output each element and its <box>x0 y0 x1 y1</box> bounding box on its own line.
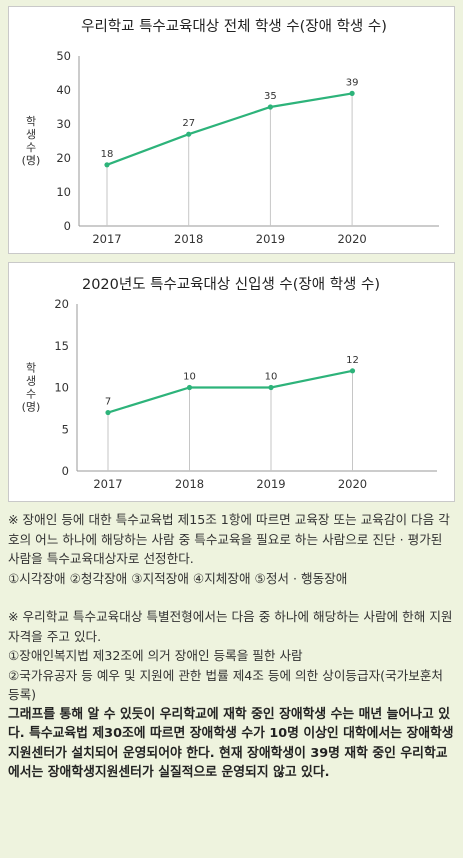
data-point <box>268 384 274 391</box>
y-tick-label: 40 <box>56 83 71 97</box>
x-tick-label: 2017 <box>92 232 121 246</box>
data-point <box>186 131 192 137</box>
y-tick-label: 10 <box>56 185 71 199</box>
note-special-education-law: ※ 장애인 등에 대한 특수교육법 제15조 1항에 따르면 교육장 또는 교육… <box>8 512 450 566</box>
y-tick-label: 50 <box>56 49 71 63</box>
chart-panel-new-students: 2020년도 특수교육대상 신입생 수(장애 학생 수) 0 5 10 15 20 2017… <box>8 262 455 502</box>
chart-title: 우리학교 특수교육대상 전체 학생 수(장애 학생 수) <box>81 18 387 35</box>
data-label: 18 <box>101 149 114 160</box>
y-tick-label: 15 <box>54 339 69 353</box>
x-tick-label: 2017 <box>93 477 122 491</box>
data-label: 10 <box>183 372 196 383</box>
note-eligibility-item-1: ①장애인복지법 제32조에 의거 장애인 등록을 필한 사람 <box>8 648 303 663</box>
x-tick-label: 2019 <box>256 477 285 491</box>
x-tick-label: 2018 <box>175 477 204 491</box>
data-point <box>349 368 356 374</box>
y-tick-label: 5 <box>62 422 69 436</box>
data-label: 35 <box>264 91 277 102</box>
y-tick-label: 0 <box>62 464 69 478</box>
data-label: 10 <box>265 372 278 383</box>
y-tick-label: 0 <box>64 219 71 233</box>
data-label: 12 <box>346 355 359 366</box>
x-tick-label: 2020 <box>338 477 367 491</box>
notes-section: ※ 장애인 등에 대한 특수교육법 제15조 1항에 따르면 교육장 또는 교육… <box>8 510 454 783</box>
y-tick-label: 20 <box>54 297 69 311</box>
series-line <box>107 369 353 414</box>
data-point <box>104 162 110 168</box>
line-chart-new-students: 2020년도 특수교육대상 신입생 수(장애 학생 수) 0 5 10 15 20 2017… <box>22 276 437 491</box>
y-axis-label: 학 생 수 (명) <box>22 115 41 167</box>
note-disability-types: ①시각장애 ②청각장애 ③지적장애 ④지체장애 ⑤정서 · 행동장애 <box>8 570 348 586</box>
x-tick-label: 2019 <box>256 232 285 246</box>
data-label: 27 <box>182 118 195 129</box>
data-point <box>349 90 355 96</box>
data-label: 39 <box>346 77 359 88</box>
line-chart-total-students: 우리학교 특수교육대상 전체 학생 수(장애 학생 수) 0 10 20 30 40 50 2… <box>22 18 439 246</box>
data-point <box>105 409 111 416</box>
data-point <box>267 104 273 110</box>
data-label: 7 <box>105 397 111 408</box>
x-tick-label: 2020 <box>337 232 366 246</box>
note-eligibility-item-2: ②국가유공자 등 예우 및 지원에 관한 법률 제4조 등에 의한 상이등급자(… <box>8 667 444 703</box>
series-line <box>106 92 353 166</box>
x-tick-label: 2018 <box>174 232 203 246</box>
chart-title: 2020년도 특수교육대상 신입생 수(장애 학생 수) <box>82 276 380 293</box>
data-point <box>186 384 193 391</box>
y-axis-label: 학 생 수 (명) <box>22 362 41 414</box>
y-tick-label: 30 <box>56 117 71 131</box>
note-admission-eligibility: ※ 우리학교 특수교육대상 특별전형에서는 다음 중 하나에 해당하는 사람에 … <box>8 609 453 644</box>
chart-panel-total-students: 우리학교 특수교육대상 전체 학생 수(장애 학생 수) 0 10 20 30 40 50 2… <box>8 6 455 254</box>
summary-paragraph: 그래프를 통해 알 수 있듯이 우리학교에 재학 중인 장애학생 수는 매년 늘… <box>8 706 454 781</box>
y-tick-label: 10 <box>54 381 69 395</box>
y-tick-label: 20 <box>56 151 71 165</box>
